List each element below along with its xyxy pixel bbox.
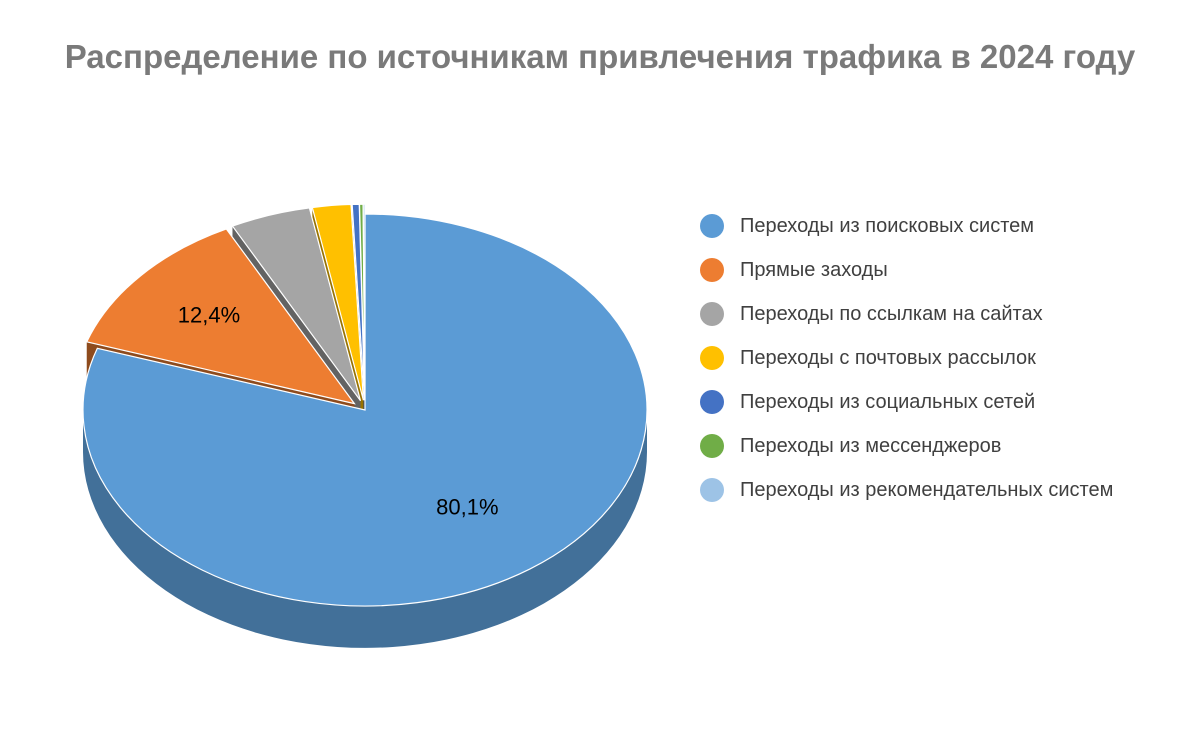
slice-1-rim bbox=[83, 410, 647, 648]
legend-item: Переходы из рекомендательных систем bbox=[700, 468, 1190, 512]
legend-marker-icon bbox=[700, 214, 724, 238]
legend-marker-icon bbox=[700, 390, 724, 414]
data-label-1: 80,1% bbox=[436, 494, 498, 519]
legend-label: Прямые заходы bbox=[740, 258, 888, 281]
legend-marker-icon bbox=[700, 478, 724, 502]
slice-2 bbox=[85, 228, 356, 405]
slice-1 bbox=[82, 213, 648, 607]
legend-marker-icon bbox=[700, 346, 724, 370]
pie-top bbox=[82, 203, 648, 607]
legend-label: Переходы из социальных сетей bbox=[740, 390, 1036, 413]
legend-label: Переходы из рекомендательных систем bbox=[740, 478, 1114, 501]
legend-marker-icon bbox=[700, 302, 724, 326]
legend-label: Переходы с почтовых рассылок bbox=[740, 346, 1036, 369]
legend-label: Переходы из поисковых систем bbox=[740, 214, 1035, 237]
slice-7 bbox=[362, 203, 366, 401]
legend-label: Переходы из мессенджеров bbox=[740, 434, 1002, 457]
legend-item: Прямые заходы bbox=[700, 248, 1190, 292]
legend-marker-icon bbox=[700, 258, 724, 282]
slice-3 bbox=[231, 207, 362, 402]
slice-4 bbox=[311, 203, 365, 401]
chart-legend: Переходы из поисковых систем Прямые заход… bbox=[700, 204, 1190, 512]
legend-item: Переходы из социальных сетей bbox=[700, 380, 1190, 424]
data-label-2: 12,4% bbox=[178, 303, 240, 328]
chart-title: Распределение по источникам привлечения … bbox=[64, 38, 1136, 75]
legend-marker-icon bbox=[700, 434, 724, 458]
legend-item: Переходы из поисковых систем bbox=[700, 204, 1190, 248]
legend-item: Переходы с почтовых рассылок bbox=[700, 336, 1190, 380]
legend-label: Переходы по ссылкам на сайтах bbox=[740, 302, 1043, 325]
legend-item: Переходы по ссылкам на сайтах bbox=[700, 292, 1190, 336]
legend-item: Переходы из мессенджеров bbox=[700, 424, 1190, 468]
